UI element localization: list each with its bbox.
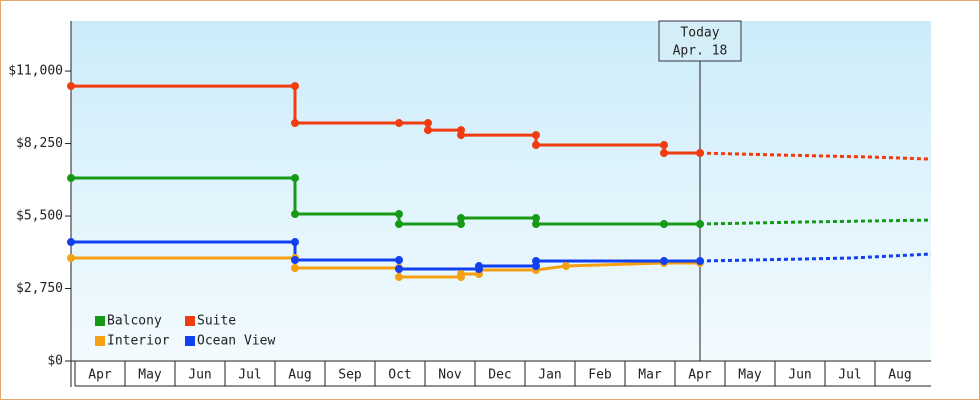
legend-label: Ocean View bbox=[197, 334, 275, 349]
x-tick-label: May bbox=[738, 368, 762, 383]
price-point bbox=[562, 262, 570, 271]
price-point bbox=[395, 220, 403, 229]
legend-label: Suite bbox=[197, 314, 236, 329]
price-point bbox=[291, 210, 299, 219]
plot-area bbox=[71, 21, 931, 361]
price-point bbox=[395, 210, 403, 219]
price-point bbox=[291, 238, 299, 247]
price-point bbox=[291, 264, 299, 273]
price-point bbox=[457, 270, 465, 279]
price-point bbox=[457, 220, 465, 229]
price-point bbox=[660, 257, 668, 266]
today-label: Today bbox=[680, 26, 719, 41]
price-point bbox=[660, 149, 668, 158]
price-point bbox=[532, 257, 540, 266]
price-point bbox=[532, 131, 540, 140]
price-point bbox=[457, 214, 465, 223]
price-point bbox=[395, 119, 403, 128]
forecast-line bbox=[699, 252, 932, 263]
price-point bbox=[457, 131, 465, 140]
price-point bbox=[395, 256, 403, 265]
price-point bbox=[424, 126, 432, 135]
legend-label: Interior bbox=[107, 334, 170, 349]
price-point bbox=[291, 174, 299, 183]
x-tick-label: Aug bbox=[288, 368, 311, 383]
legend-swatch bbox=[95, 316, 105, 326]
price-point bbox=[532, 214, 540, 223]
x-tick-label: Dec bbox=[488, 368, 511, 383]
today-box bbox=[658, 20, 742, 62]
x-tick-label: Apr bbox=[688, 368, 712, 383]
price-point bbox=[291, 82, 299, 91]
y-tick-label: $0 bbox=[47, 354, 63, 369]
forecast-line bbox=[699, 151, 932, 161]
price-point bbox=[696, 220, 704, 229]
x-tick-label: Aug bbox=[888, 368, 911, 383]
x-tick-label: Apr bbox=[88, 368, 112, 383]
price-point bbox=[660, 141, 668, 150]
price-point bbox=[475, 262, 483, 271]
y-tick-label: $5,500 bbox=[16, 209, 63, 224]
price-point bbox=[395, 265, 403, 274]
price-point bbox=[660, 220, 668, 229]
price-point bbox=[291, 256, 299, 265]
price-point bbox=[67, 238, 75, 247]
x-tick-label: Jun bbox=[788, 368, 811, 383]
price-point bbox=[532, 220, 540, 229]
price-point bbox=[291, 119, 299, 128]
price-point bbox=[67, 174, 75, 183]
y-tick-label: $8,250 bbox=[16, 136, 63, 151]
legend-swatch bbox=[95, 336, 105, 346]
price-point bbox=[424, 119, 432, 128]
price-point bbox=[696, 257, 704, 266]
x-tick-label: Sep bbox=[338, 368, 362, 383]
x-tick-label: Mar bbox=[638, 368, 662, 383]
x-tick-label: Nov bbox=[438, 368, 462, 383]
x-tick-label: May bbox=[138, 368, 162, 383]
price-point bbox=[696, 149, 704, 158]
legend-swatch bbox=[185, 336, 195, 346]
price-point bbox=[395, 273, 403, 282]
legend-swatch bbox=[185, 316, 195, 326]
price-point bbox=[67, 254, 75, 263]
x-tick-label: Oct bbox=[388, 368, 411, 383]
x-tick-label: Jul bbox=[238, 368, 261, 383]
y-tick-label: $11,000 bbox=[8, 64, 63, 79]
forecast-line bbox=[699, 218, 932, 226]
price-point bbox=[532, 141, 540, 150]
price-point bbox=[67, 82, 75, 91]
today-label: Apr. 18 bbox=[673, 44, 728, 59]
x-tick-label: Feb bbox=[588, 368, 612, 383]
y-tick-label: $2,750 bbox=[16, 281, 63, 296]
x-tick-label: Jul bbox=[838, 368, 861, 383]
legend-label: Balcony bbox=[107, 314, 162, 329]
x-tick-label: Jun bbox=[188, 368, 211, 383]
x-tick-label: Jan bbox=[538, 368, 561, 383]
